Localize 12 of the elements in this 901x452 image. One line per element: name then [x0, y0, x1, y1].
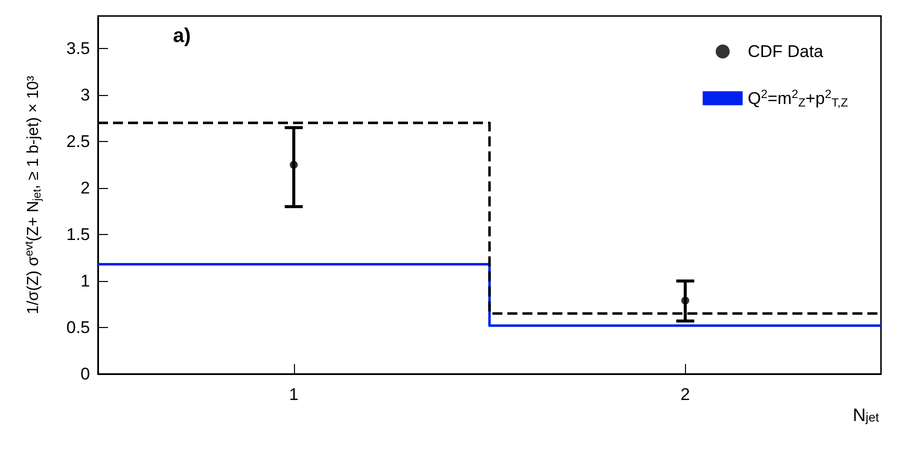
y-axis-title: 1/σ(Z) σevt(Z+ Njet, ≥ 1 b-jet) × 10³	[24, 75, 44, 314]
y-tick-label: 0.5	[66, 318, 90, 338]
annotation: a)	[173, 25, 191, 47]
y-tick-label: 2	[80, 178, 90, 198]
y-tick-label: 2.5	[66, 132, 90, 152]
y-tick-label: 3	[80, 86, 90, 105]
y-tick-label: 1.5	[66, 225, 90, 244]
y-tick-label: 1	[80, 272, 90, 291]
y-tick-label: 3.5	[66, 39, 90, 58]
legend-label: CDF Data	[748, 42, 824, 61]
y-tick-label: 0	[80, 364, 90, 384]
x-axis-title: Njet	[852, 405, 880, 425]
